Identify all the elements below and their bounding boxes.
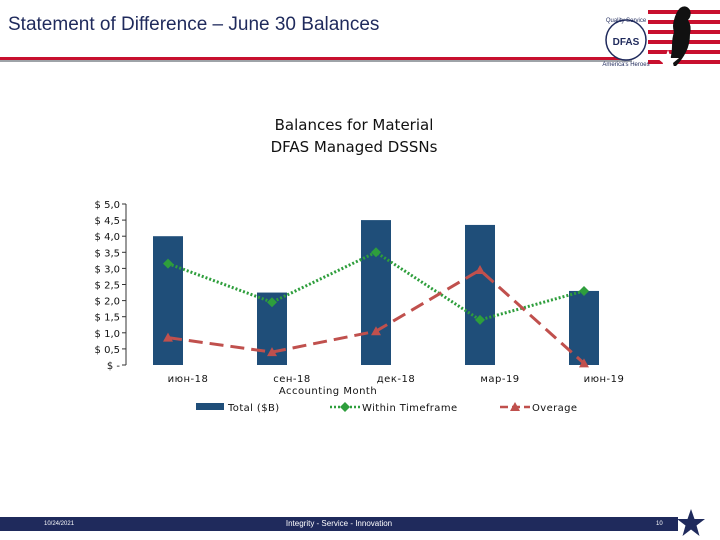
- line-marker: [163, 258, 173, 269]
- header-rule-gray: [0, 60, 632, 62]
- y-tick-label: $ 2,0: [95, 297, 120, 308]
- legend-label: Overage: [532, 403, 577, 414]
- footer-star-icon: [677, 509, 705, 536]
- footer-date: 10/24/2021: [44, 521, 75, 527]
- line-marker: [340, 402, 350, 412]
- footer-motto: Integrity - Service - Innovation: [285, 519, 393, 528]
- x-tick-label: мар-19: [480, 374, 519, 385]
- line-marker: [163, 332, 173, 342]
- legend-label: Total ($B): [227, 403, 280, 414]
- chart-legend: Total ($B) Within Timeframe Overage: [196, 402, 577, 414]
- y-tick-label: $ 4,5: [95, 216, 120, 227]
- x-tick-label: дек-18: [377, 374, 415, 385]
- x-axis-label: Accounting Month: [279, 386, 377, 397]
- y-tick-label: $ 2,5: [95, 281, 120, 292]
- bar: [569, 290, 599, 365]
- footer-bar: 10/24/2021 Integrity - Service - Innovat…: [0, 517, 678, 531]
- y-tick-label: $ 3,0: [95, 264, 120, 275]
- logo-text-bottom: America's Heroes: [602, 62, 649, 68]
- x-tick-label: сен-18: [273, 374, 311, 385]
- page-number: 10: [656, 521, 663, 527]
- logo-text-top: Quality Service: [606, 18, 647, 24]
- y-tick-label: $ 1,0: [95, 329, 120, 340]
- y-tick-label: $ -: [107, 361, 121, 372]
- chart-title-line: Balances for Material: [275, 116, 434, 134]
- bar: [465, 224, 495, 365]
- y-tick-label: $ 4,0: [95, 232, 120, 243]
- line-marker: [371, 247, 381, 258]
- page-title: Statement of Difference – June 30 Balanc…: [8, 14, 380, 35]
- line-marker: [267, 297, 277, 308]
- chart-title: Balances for Material DFAS Managed DSSNs: [271, 116, 438, 156]
- dfas-logo: DFAS Quality Service America's Heroes: [602, 6, 720, 71]
- line-marker: [371, 326, 381, 336]
- y-tick-label: $ 3,5: [95, 248, 120, 259]
- bar: [361, 220, 391, 365]
- star-icon: [657, 50, 679, 71]
- y-tick-label: $ 0,5: [95, 345, 120, 356]
- legend-swatch: [196, 403, 224, 410]
- chart-axes: $ - $ 0,5 $ 1,0 $ 1,5 $ 2,0 $ 2,5 $ 3,0 $ 3,5 $ …: [95, 200, 625, 397]
- bar: [153, 236, 183, 365]
- line-marker: [510, 402, 520, 411]
- silhouette-icon: [668, 6, 691, 66]
- seal-icon: [605, 19, 647, 61]
- header-rule-red: [0, 57, 632, 60]
- line-marker: [475, 265, 485, 275]
- logo-badge: DFAS: [613, 37, 640, 48]
- y-tick-label: $ 1,5: [95, 313, 120, 324]
- line-marker: [267, 347, 277, 357]
- line-marker: [475, 314, 485, 325]
- series-line: [167, 250, 585, 322]
- line-marker: [579, 358, 589, 368]
- y-tick-label: $ 5,0: [95, 200, 120, 211]
- line-marker: [579, 285, 589, 296]
- line-series: [163, 247, 589, 368]
- chart-title-line: DFAS Managed DSSNs: [271, 138, 438, 156]
- x-tick-label: июн-18: [168, 374, 209, 385]
- x-tick-label: июн-19: [584, 374, 625, 385]
- bar-series: [153, 220, 599, 365]
- legend-label: Within Timeframe: [362, 403, 458, 414]
